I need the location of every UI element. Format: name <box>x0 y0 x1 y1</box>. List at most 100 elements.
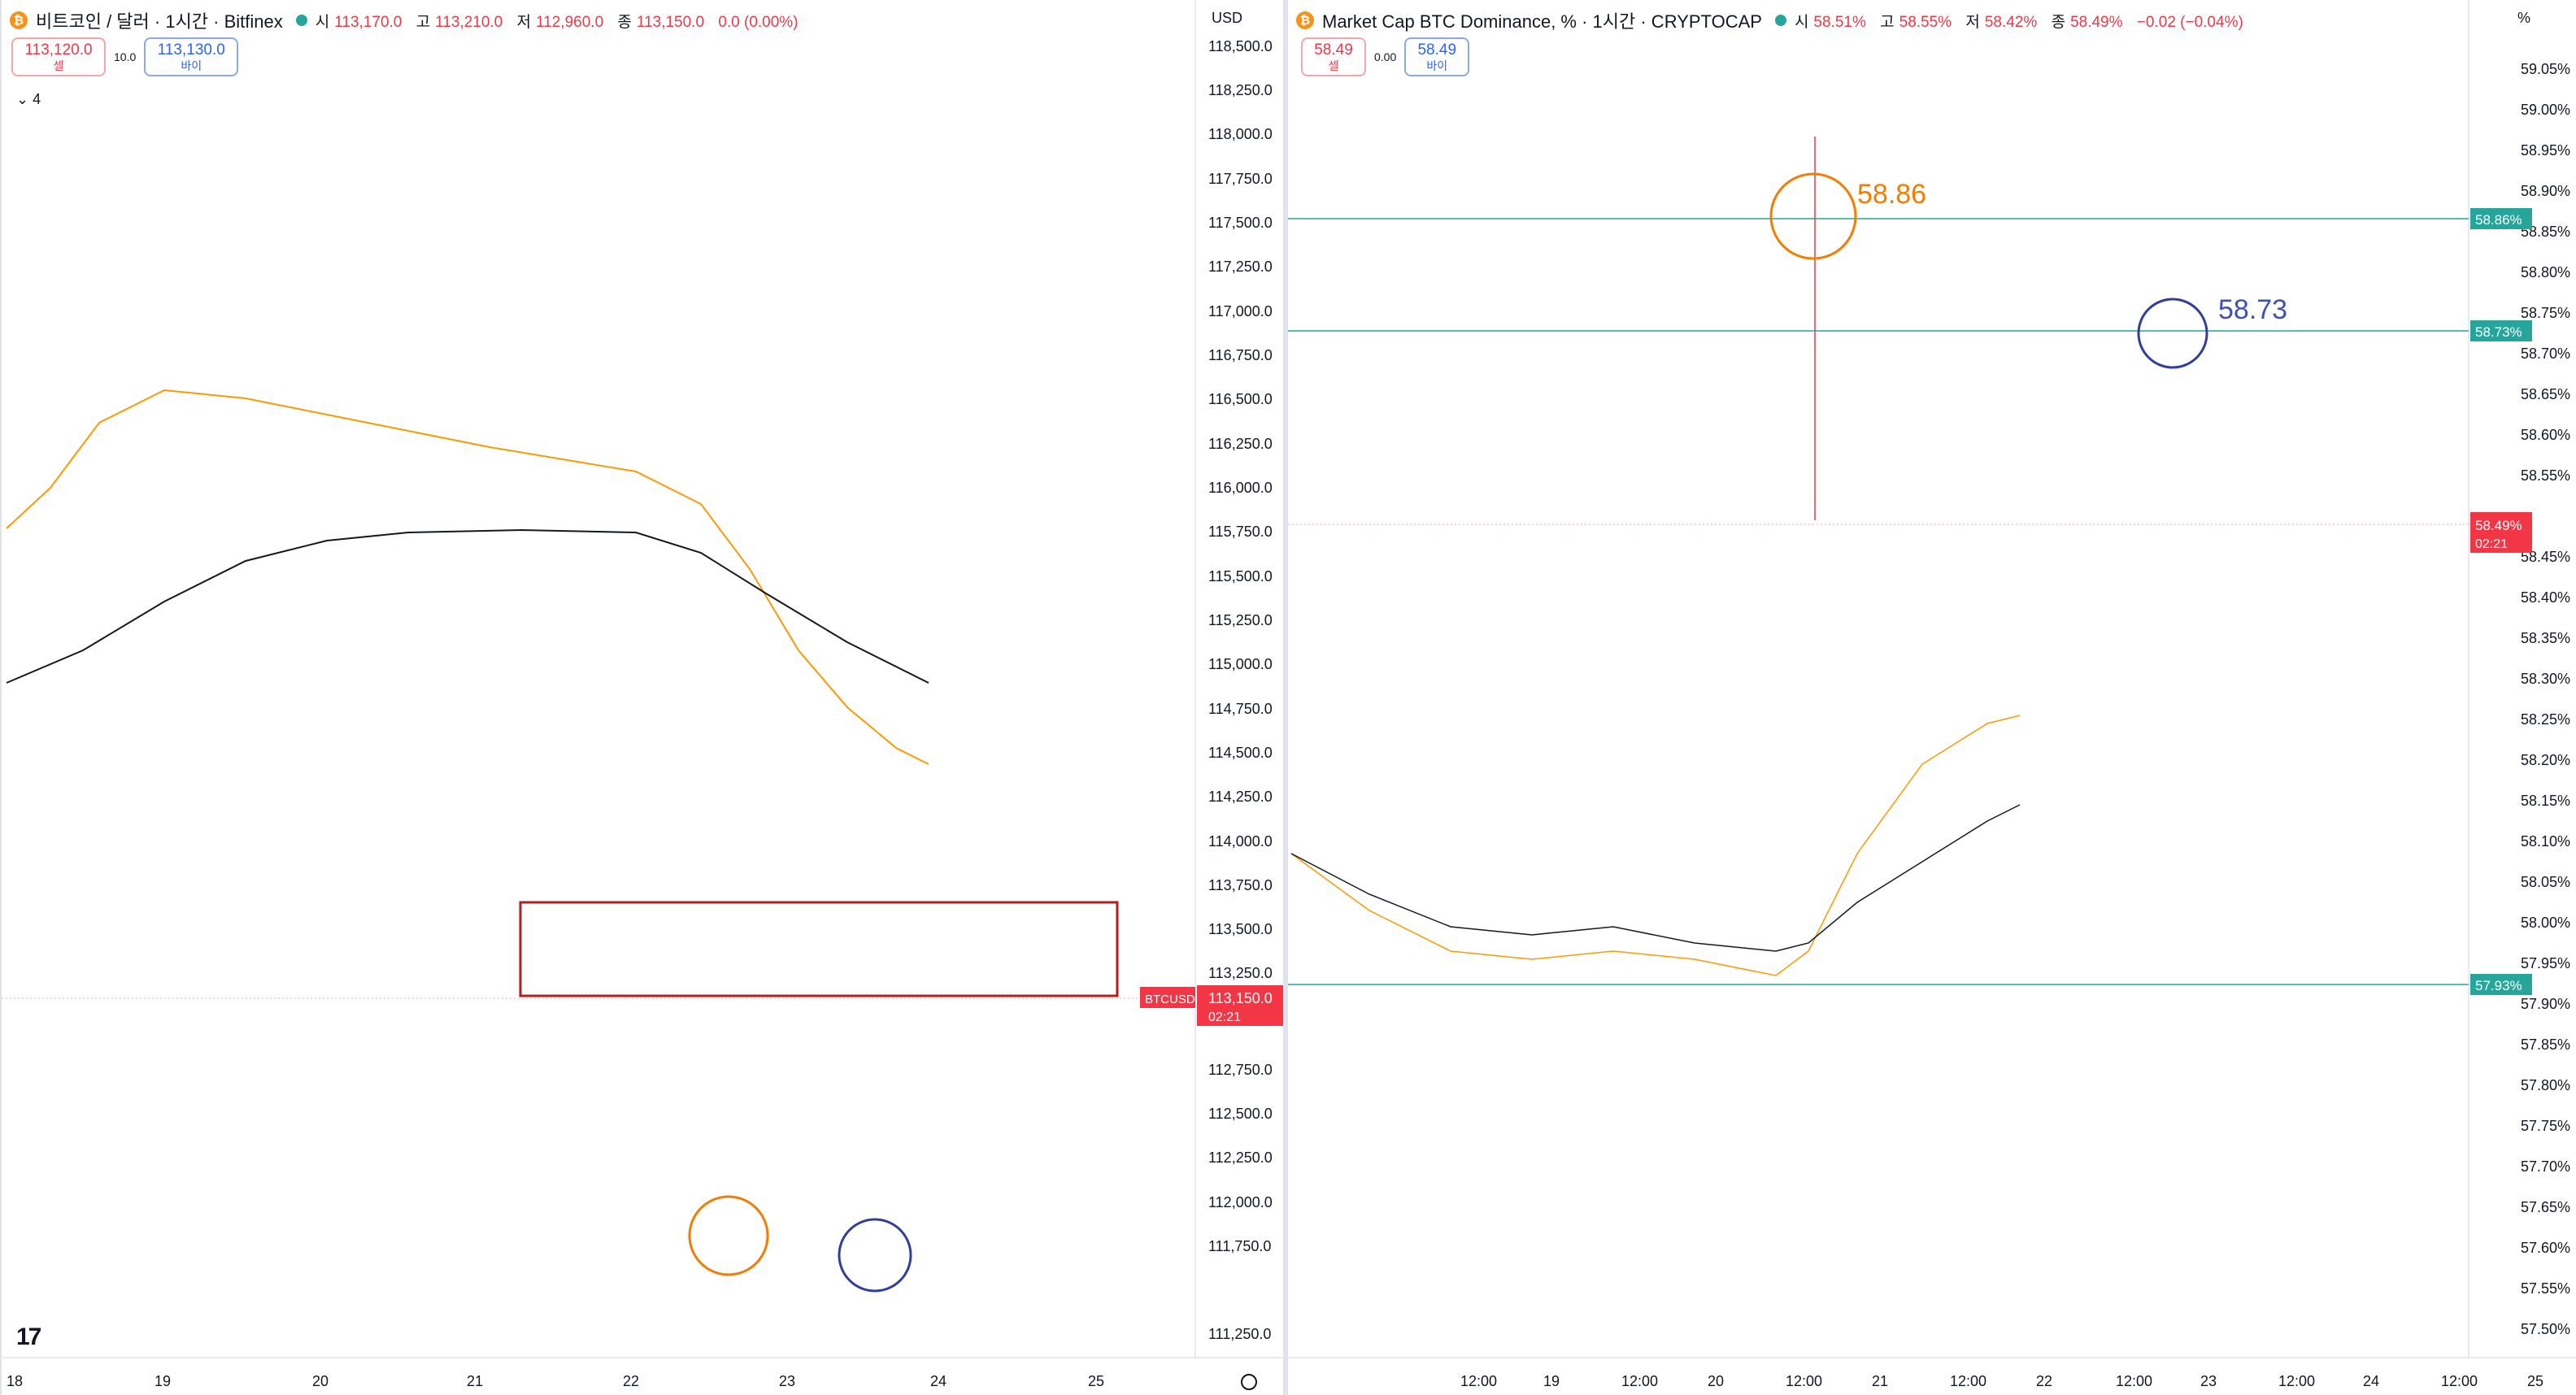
annotation-58-86: 58.86 <box>1857 179 1926 210</box>
left-chart-canvas[interactable]: USD 118,500.0 118,250.0 118,000.0 117,750.0 1… <box>2 0 1283 1395</box>
left-price-tick: 118,500.0 <box>1208 38 1273 54</box>
right-time-tick: 12:00 <box>1460 1373 1497 1389</box>
left-price-tick: 114,250.0 <box>1208 789 1273 805</box>
right-price-tag-bg <box>2470 512 2532 553</box>
left-price-tick: 114,000.0 <box>1208 833 1273 850</box>
buy-button[interactable]: 113,130.0 바이 <box>144 37 239 76</box>
right-price-tick: 57.55% <box>2521 1280 2570 1297</box>
right-price-tick: 58.95% <box>2521 142 2570 159</box>
left-price-tick: 115,500.0 <box>1208 568 1273 585</box>
right-price-tick: 58.35% <box>2521 630 2570 646</box>
left-price-tick: 116,500.0 <box>1208 391 1273 407</box>
right-time-tick: 22 <box>2036 1373 2052 1389</box>
right-price-tick: 59.05% <box>2521 61 2570 77</box>
right-price-tick: 59.00% <box>2521 102 2570 118</box>
left-time-tick: 18 <box>7 1373 23 1389</box>
right-time-tick: 12:00 <box>2441 1373 2478 1389</box>
right-price-tick: 58.30% <box>2521 671 2570 687</box>
pane-divider[interactable] <box>1283 0 1288 1395</box>
left-time-tick: 21 <box>467 1373 483 1389</box>
right-price-tick: 57.70% <box>2521 1158 2570 1175</box>
right-price-tick: 58.65% <box>2521 386 2570 402</box>
left-price-tick: 115,000.0 <box>1208 656 1273 672</box>
right-price-tick: 57.95% <box>2521 955 2570 971</box>
symbol-tag: BTCUSD <box>1145 993 1195 1006</box>
countdown-label: 02:21 <box>1208 1010 1241 1024</box>
bitcoin-icon: ₿ <box>10 11 28 29</box>
right-ma-orange <box>1290 715 2021 976</box>
btc-dominance-chart-pane[interactable]: ₿ Market Cap BTC Dominance, % · 1시간 · CR… <box>1288 0 2576 1395</box>
right-time-tick: 23 <box>2200 1373 2217 1389</box>
right-price-tick: 58.90% <box>2521 183 2570 199</box>
right-price-tick: 58.55% <box>2521 467 2570 484</box>
chevron-down-icon: ⌄ <box>16 91 29 107</box>
right-trade-buttons: 58.49 셀 0.00 58.49 바이 <box>1301 37 1470 76</box>
right-price-tick: 57.60% <box>2521 1240 2570 1256</box>
left-ohlc: 시 113,170.0 고 113,210.0 저 112,960.0 종 113,15… <box>315 13 798 31</box>
left-price-tick: 114,750.0 <box>1208 701 1273 717</box>
right-price-tick: 58.40% <box>2521 589 2570 606</box>
left-price-tick: 113,750.0 <box>1208 877 1273 893</box>
sell-button[interactable]: 113,120.0 셀 <box>11 37 106 76</box>
left-chart-header: ₿ 비트코인 / 달러 · 1시간 · Bitfinex 시 113,170.0 … <box>10 7 803 34</box>
right-time-tick: 25 <box>2527 1373 2543 1389</box>
tag-mid: 58.73% <box>2475 324 2522 340</box>
left-price-tick: 113,250.0 <box>1208 965 1273 981</box>
symbol-tag-bg <box>1140 987 1195 1008</box>
high-circle-orange <box>1769 172 1857 260</box>
right-time-tick: 20 <box>1708 1373 1724 1389</box>
right-price-tick: 57.80% <box>2521 1077 2570 1093</box>
left-time-tick: 19 <box>154 1373 171 1389</box>
tag-low: 57.93% <box>2475 978 2522 993</box>
right-price-tick: 58.70% <box>2521 345 2570 362</box>
left-price-tick: 117,500.0 <box>1208 215 1273 231</box>
right-unit-label: % <box>2517 10 2530 26</box>
left-time-tick: 23 <box>779 1373 795 1389</box>
left-price-tick: 118,250.0 <box>1208 82 1273 98</box>
bitcoin-icon: ₿ <box>1296 11 1314 29</box>
right-price-tick: 58.75% <box>2521 305 2570 321</box>
left-price-tick: 115,250.0 <box>1208 612 1273 628</box>
right-time-tick: 12:00 <box>2116 1373 2152 1389</box>
right-price-tick: 58.60% <box>2521 427 2570 443</box>
left-price-tick: 112,750.0 <box>1208 1062 1273 1078</box>
high-circle-blue <box>2137 298 2208 369</box>
right-time-tick: 24 <box>2363 1373 2379 1389</box>
left-price-tick: 111,750.0 <box>1208 1238 1271 1254</box>
right-countdown: 02:21 <box>2475 537 2508 551</box>
left-price-tick: 113,500.0 <box>1208 921 1273 937</box>
buy-button[interactable]: 58.49 바이 <box>1404 37 1470 76</box>
right-price-tick: 58.15% <box>2521 793 2570 809</box>
price-tag-bg <box>1197 985 1283 1026</box>
right-price-tick: 58.00% <box>2521 915 2570 931</box>
right-symbol-title[interactable]: Market Cap BTC Dominance, % · 1시간 · CRYP… <box>1322 11 1762 32</box>
right-ma-black <box>1290 804 2021 952</box>
annotation-58-73: 58.73 <box>2218 294 2287 325</box>
left-price-tick: 115,750.0 <box>1208 524 1273 540</box>
left-price-tick: 117,750.0 <box>1208 171 1273 187</box>
right-price-tick: 58.10% <box>2521 833 2570 850</box>
spread-value: 10.0 <box>114 50 137 63</box>
indicators-toggle[interactable]: ⌄ 4 <box>16 91 41 107</box>
left-currency-label: USD <box>1212 10 1242 26</box>
right-price-tick: 58.85% <box>2521 224 2570 240</box>
right-chart-canvas[interactable]: % 59.05% 59.00% 58.95% 58.90% 58.85% 58.80% 58.… <box>1288 0 2576 1395</box>
right-price-tick: 57.85% <box>2521 1036 2570 1053</box>
left-time-tick: 25 <box>1088 1373 1104 1389</box>
right-time-tick: 21 <box>1872 1373 1888 1389</box>
right-price-tick: 58.25% <box>2521 711 2570 728</box>
sell-button[interactable]: 58.49 셀 <box>1301 37 1366 76</box>
left-ma-black <box>6 528 929 684</box>
right-time-tick: 12:00 <box>1786 1373 1822 1389</box>
right-price-tick: 58.20% <box>2521 752 2570 768</box>
market-status-icon <box>295 15 307 26</box>
left-price-tick: 116,250.0 <box>1208 436 1273 452</box>
left-price-tick: 116,000.0 <box>1208 480 1273 496</box>
right-price-tick: 58.05% <box>2521 874 2570 890</box>
price-tag: 113,150.0 <box>1208 990 1273 1006</box>
right-chart-header: ₿ Market Cap BTC Dominance, % · 1시간 · CR… <box>1296 7 2248 34</box>
left-symbol-title[interactable]: 비트코인 / 달러 · 1시간 · Bitfinex <box>36 11 283 32</box>
tag-high-bg <box>2470 208 2532 229</box>
low-circle-orange <box>688 1195 769 1276</box>
btcusd-chart-pane[interactable]: ₿ 비트코인 / 달러 · 1시간 · Bitfinex 시 113,170.0 … <box>0 0 1283 1395</box>
